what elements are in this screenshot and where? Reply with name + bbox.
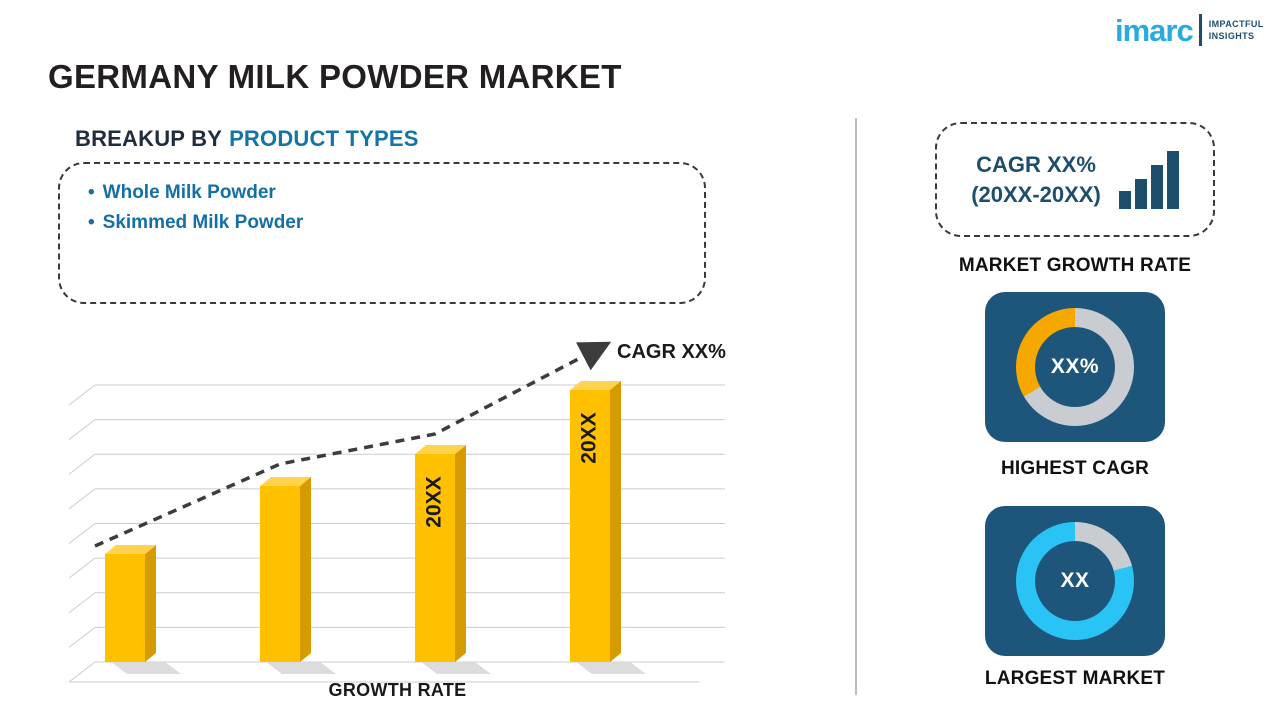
logo-tagline-line1: IMPACTFUL <box>1208 18 1264 29</box>
cagr-line2: (20XX-20XX) <box>971 181 1101 207</box>
svg-text:20XX: 20XX <box>423 476 446 527</box>
imarc-logo: imarc IMPACTFUL INSIGHTS <box>1115 14 1264 46</box>
list-item: • Whole Milk Powder <box>88 178 676 208</box>
largest-market-value: XX <box>1035 541 1115 621</box>
cagr-line1: CAGR XX% <box>976 151 1096 177</box>
breakup-heading-prefix: BREAKUP BY <box>75 126 223 151</box>
growth-bar-chart-svg: 20XX 20XX <box>68 341 725 683</box>
market-growth-rate-card: CAGR XX% (20XX-20XX) <box>935 122 1215 237</box>
highest-cagr-card: XX% <box>985 292 1165 442</box>
largest-market-donut-icon: XX <box>1016 522 1134 640</box>
list-item-label: Whole Milk Powder <box>102 182 276 203</box>
logo-tagline-line2: INSIGHTS <box>1208 31 1255 41</box>
product-types-box: • Whole Milk Powder • Skimmed Milk Powder <box>58 162 706 304</box>
svg-text:20XX: 20XX <box>578 412 601 463</box>
list-item: • Skimmed Milk Powder <box>88 208 676 238</box>
largest-market-card: XX <box>985 506 1165 656</box>
bullet-icon: • <box>88 212 95 234</box>
breakup-heading-highlight: PRODUCT TYPES <box>229 126 419 151</box>
imarc-logo-text: imarc <box>1115 12 1194 48</box>
bar-chart-icon <box>1118 150 1179 209</box>
highest-cagr-donut-icon: XX% <box>1016 308 1134 426</box>
highest-cagr-value: XX% <box>1035 327 1115 407</box>
list-item-label: Skimmed Milk Powder <box>102 212 304 234</box>
chart-x-axis-label: GROWTH RATE <box>328 680 467 700</box>
vertical-divider <box>855 118 857 695</box>
bullet-icon: • <box>88 182 95 203</box>
market-growth-rate-label: MARKET GROWTH RATE <box>958 255 1192 276</box>
logo-tagline: IMPACTFUL INSIGHTS <box>1209 18 1264 42</box>
logo-separator <box>1198 14 1202 46</box>
cagr-trend-label: CAGR XX% <box>617 341 726 363</box>
cagr-value-text: CAGR XX% (20XX-20XX) <box>971 150 1101 209</box>
highest-cagr-label: HIGHEST CAGR <box>1000 458 1150 479</box>
page-title: GERMANY MILK POWDER MARKET <box>48 58 622 95</box>
growth-rate-chart: 20XX 20XX CAGR XX% GROWTH RATE <box>65 330 730 710</box>
breakup-heading: BREAKUP BY PRODUCT TYPES <box>75 126 419 152</box>
largest-market-label: LARGEST MARKET <box>984 668 1166 689</box>
